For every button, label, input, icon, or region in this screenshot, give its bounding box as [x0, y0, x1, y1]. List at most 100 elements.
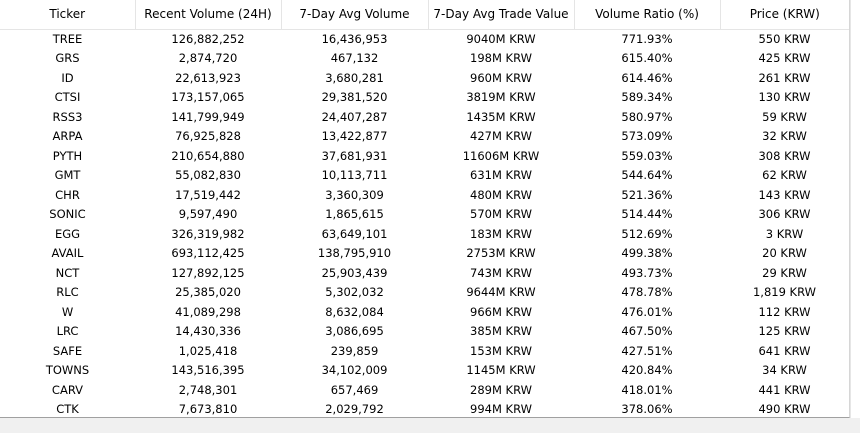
cell-avg-trade-value: 966M KRW — [470, 304, 532, 319]
cell-price: 641 KRW — [758, 343, 811, 358]
cell-volume-ratio: 427.51% — [621, 343, 673, 358]
table-row[interactable]: EGG 326,319,982 63,649,101 183M KRW 512.69% 3… — [0, 225, 849, 245]
table-row[interactable]: GRS 2,874,720 467,132 198M KRW 615.40% 425 KR… — [0, 49, 849, 69]
cell-avg-volume: 3,360,309 — [325, 187, 384, 202]
table-row[interactable]: W 41,089,298 8,632,084 966M KRW 476.01% 112 K… — [0, 303, 849, 323]
cell-price: 20 KRW — [762, 246, 807, 260]
cell-volume-ratio: 771.93% — [621, 31, 673, 46]
table-row[interactable]: NCT 127,892,125 25,903,439 743M KRW 493.73% 2… — [0, 264, 849, 284]
table-body: TREE 126,882,252 16,436,953 9040M KRW 771.93… — [0, 29, 849, 420]
cell-avg-trade-value: 183M KRW — [470, 226, 532, 241]
cell-recent-volume: 126,882,252 — [171, 31, 245, 46]
table-row[interactable]: CTSI 173,157,065 29,381,520 3819M KRW 589.34… — [0, 88, 849, 108]
cell-recent-volume: 55,082,830 — [175, 168, 241, 182]
cell-volume-ratio: 615.40% — [621, 51, 673, 65]
cell-avg-volume: 1,865,615 — [325, 207, 384, 221]
cell-price: 550 KRW — [758, 31, 811, 46]
cell-ticker: ID — [61, 70, 74, 85]
cell-avg-trade-value: 385M KRW — [470, 324, 532, 338]
cell-recent-volume: 7,673,810 — [178, 402, 238, 416]
cell-volume-ratio: 418.01% — [621, 382, 673, 397]
cell-avg-volume: 25,903,439 — [321, 265, 388, 280]
column-header-avg-trade-value[interactable]: 7-Day Avg Trade Value — [428, 0, 575, 30]
table-row[interactable]: TREE 126,882,252 16,436,953 9040M KRW 771.93… — [0, 29, 849, 49]
table-row[interactable]: LRC 14,430,336 3,086,695 385M KRW 467.50% 125… — [0, 322, 849, 342]
cell-recent-volume: 22,613,923 — [175, 70, 241, 85]
cell-avg-volume: 138,795,910 — [317, 246, 392, 260]
cell-price: 143 KRW — [758, 187, 811, 202]
table-row[interactable]: CARV 2,748,301 657,469 289M KRW 418.01% 441 K… — [0, 381, 849, 401]
cell-volume-ratio: 544.64% — [621, 168, 673, 182]
cell-ticker: RSS3 — [52, 109, 83, 124]
cell-recent-volume: 9,597,490 — [178, 207, 238, 221]
cell-recent-volume: 210,654,880 — [171, 148, 245, 163]
table-row[interactable]: AVAIL 693,112,425 138,795,910 2753M KRW 499.… — [0, 244, 849, 264]
cell-avg-trade-value: 9644M KRW — [466, 285, 536, 299]
cell-volume-ratio: 493.73% — [621, 265, 673, 280]
cell-avg-trade-value: 198M KRW — [470, 51, 532, 65]
cell-price: 308 KRW — [758, 148, 811, 163]
cell-ticker: GRS — [55, 51, 80, 65]
cell-price: 441 KRW — [758, 382, 811, 397]
cell-avg-trade-value: 11606M KRW — [462, 148, 540, 163]
table-row[interactable]: CTK 7,673,810 2,029,792 994M KRW 378.06% 490 … — [0, 400, 849, 420]
cell-price: 112 KRW — [758, 304, 811, 319]
cell-recent-volume: 1,025,418 — [178, 343, 238, 358]
column-header-recent-volume[interactable]: Recent Volume (24H) — [135, 0, 282, 30]
cell-recent-volume: 173,157,065 — [171, 90, 245, 104]
cell-avg-trade-value: 427M KRW — [470, 129, 532, 143]
cell-recent-volume: 14,430,336 — [175, 324, 241, 338]
cell-avg-trade-value: 1435M KRW — [466, 109, 536, 124]
table-row[interactable]: TOWNS 143,516,395 34,102,009 1145M KRW 420.8… — [0, 361, 849, 381]
cell-avg-trade-value: 480M KRW — [470, 187, 532, 202]
cell-price: 125 KRW — [758, 324, 811, 338]
table-row[interactable]: SONIC 9,597,490 1,865,615 570M KRW 514.44% 30… — [0, 205, 849, 225]
cell-volume-ratio: 420.84% — [621, 363, 673, 377]
cell-ticker: W — [61, 304, 74, 319]
table-row[interactable]: GMT 55,082,830 10,113,711 631M KRW 544.64% 62… — [0, 166, 849, 186]
cell-price: 261 KRW — [758, 70, 811, 85]
column-header-avg-volume[interactable]: 7-Day Avg Volume — [281, 0, 429, 30]
cell-price: 306 KRW — [758, 207, 811, 221]
cell-volume-ratio: 521.36% — [621, 187, 673, 202]
cell-avg-volume: 467,132 — [330, 51, 379, 65]
cell-ticker: SAFE — [52, 343, 83, 358]
cell-recent-volume: 127,892,125 — [171, 265, 245, 280]
cell-ticker: CTK — [56, 402, 79, 416]
cell-avg-volume: 239,859 — [330, 343, 379, 358]
cell-avg-volume: 8,632,084 — [325, 304, 384, 319]
cell-recent-volume: 326,319,982 — [171, 226, 245, 241]
column-header-price[interactable]: Price (KRW) — [720, 0, 849, 30]
table-row[interactable]: ID 22,613,923 3,680,281 960M KRW 614.46% 261 … — [0, 69, 849, 89]
cell-volume-ratio: 512.69% — [621, 226, 673, 241]
cell-ticker: LRC — [56, 324, 79, 338]
cell-ticker: EGG — [54, 226, 81, 241]
cell-ticker: NCT — [55, 265, 80, 280]
cell-price: 59 KRW — [762, 109, 807, 124]
cell-avg-trade-value: 960M KRW — [470, 70, 532, 85]
table-row[interactable]: CHR 17,519,442 3,360,309 480M KRW 521.36% 143… — [0, 186, 849, 206]
table-row[interactable]: RLC 25,385,020 5,302,032 9644M KRW 478.78% 1,… — [0, 283, 849, 303]
cell-avg-volume: 16,436,953 — [321, 31, 388, 46]
cell-avg-volume: 2,029,792 — [325, 402, 384, 416]
cell-ticker: RLC — [56, 285, 79, 299]
column-header-ticker[interactable]: Ticker — [0, 0, 136, 30]
table-row[interactable]: RSS3 141,799,949 24,407,287 1435M KRW 580.97… — [0, 108, 849, 128]
cell-ticker: ARPA — [52, 129, 83, 143]
cell-avg-trade-value: 2753M KRW — [466, 246, 536, 260]
cell-volume-ratio: 478.78% — [621, 285, 673, 299]
column-header-volume-ratio[interactable]: Volume Ratio (%) — [574, 0, 721, 30]
table-row[interactable]: PYTH 210,654,880 37,681,931 11606M KRW 559.0… — [0, 147, 849, 167]
cell-volume-ratio: 378.06% — [621, 402, 673, 416]
table-row[interactable]: ARPA 76,925,828 13,422,877 427M KRW 573.09% 3… — [0, 127, 849, 147]
cell-recent-volume: 2,874,720 — [178, 51, 238, 65]
table-row[interactable]: SAFE 1,025,418 239,859 153M KRW 427.51% 641 K… — [0, 342, 849, 362]
cell-ticker: PYTH — [52, 148, 83, 163]
cell-volume-ratio: 559.03% — [621, 148, 673, 163]
cell-ticker: SONIC — [49, 207, 86, 221]
cell-avg-trade-value: 570M KRW — [470, 207, 532, 221]
cell-avg-volume: 3,680,281 — [325, 70, 384, 85]
cell-price: 32 KRW — [762, 129, 807, 143]
cell-avg-volume: 657,469 — [330, 382, 379, 397]
